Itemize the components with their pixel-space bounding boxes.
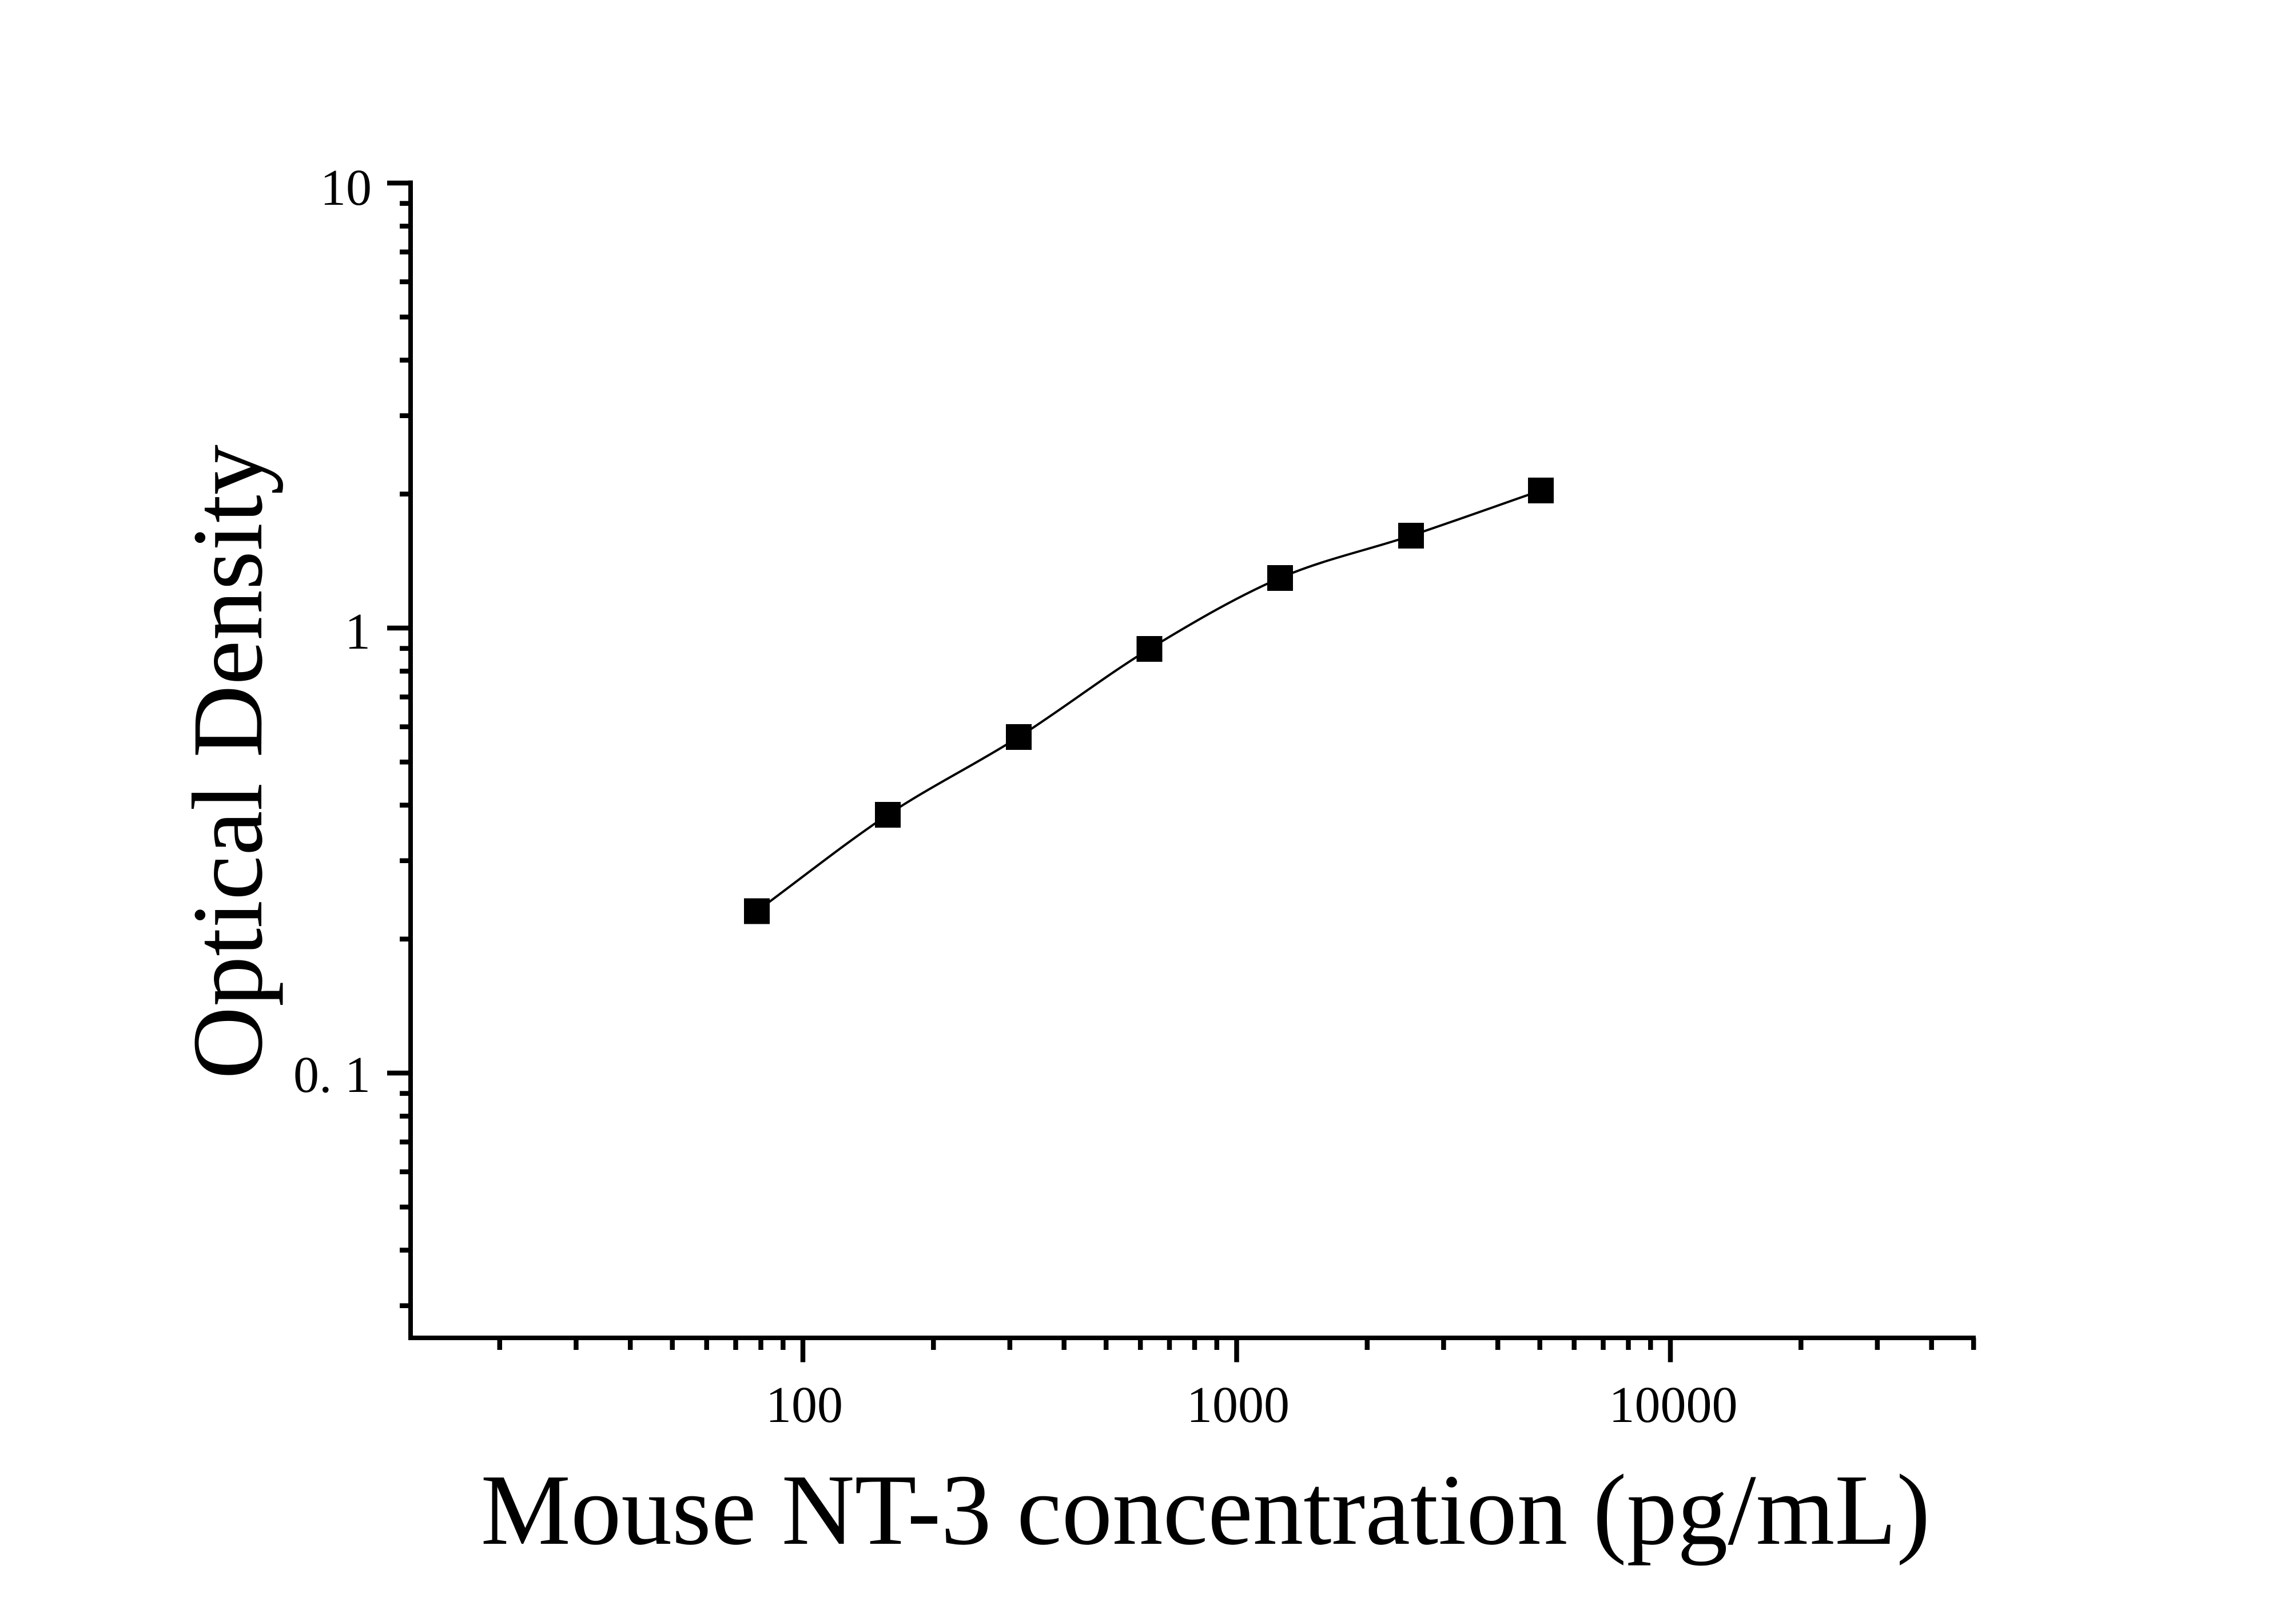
svg-text:1: 1 (345, 603, 371, 660)
svg-text:1000: 1000 (1187, 1377, 1290, 1433)
svg-text:10: 10 (320, 160, 372, 216)
svg-text:Optical Density: Optical Density (172, 444, 284, 1079)
svg-text:0. 1: 0. 1 (293, 1047, 371, 1103)
svg-text:10000: 10000 (1609, 1377, 1738, 1433)
svg-text:100: 100 (766, 1377, 843, 1433)
svg-text:Mouse NT-3 concentration (pg/m: Mouse NT-3 concentration (pg/mL) (481, 1454, 1931, 1566)
